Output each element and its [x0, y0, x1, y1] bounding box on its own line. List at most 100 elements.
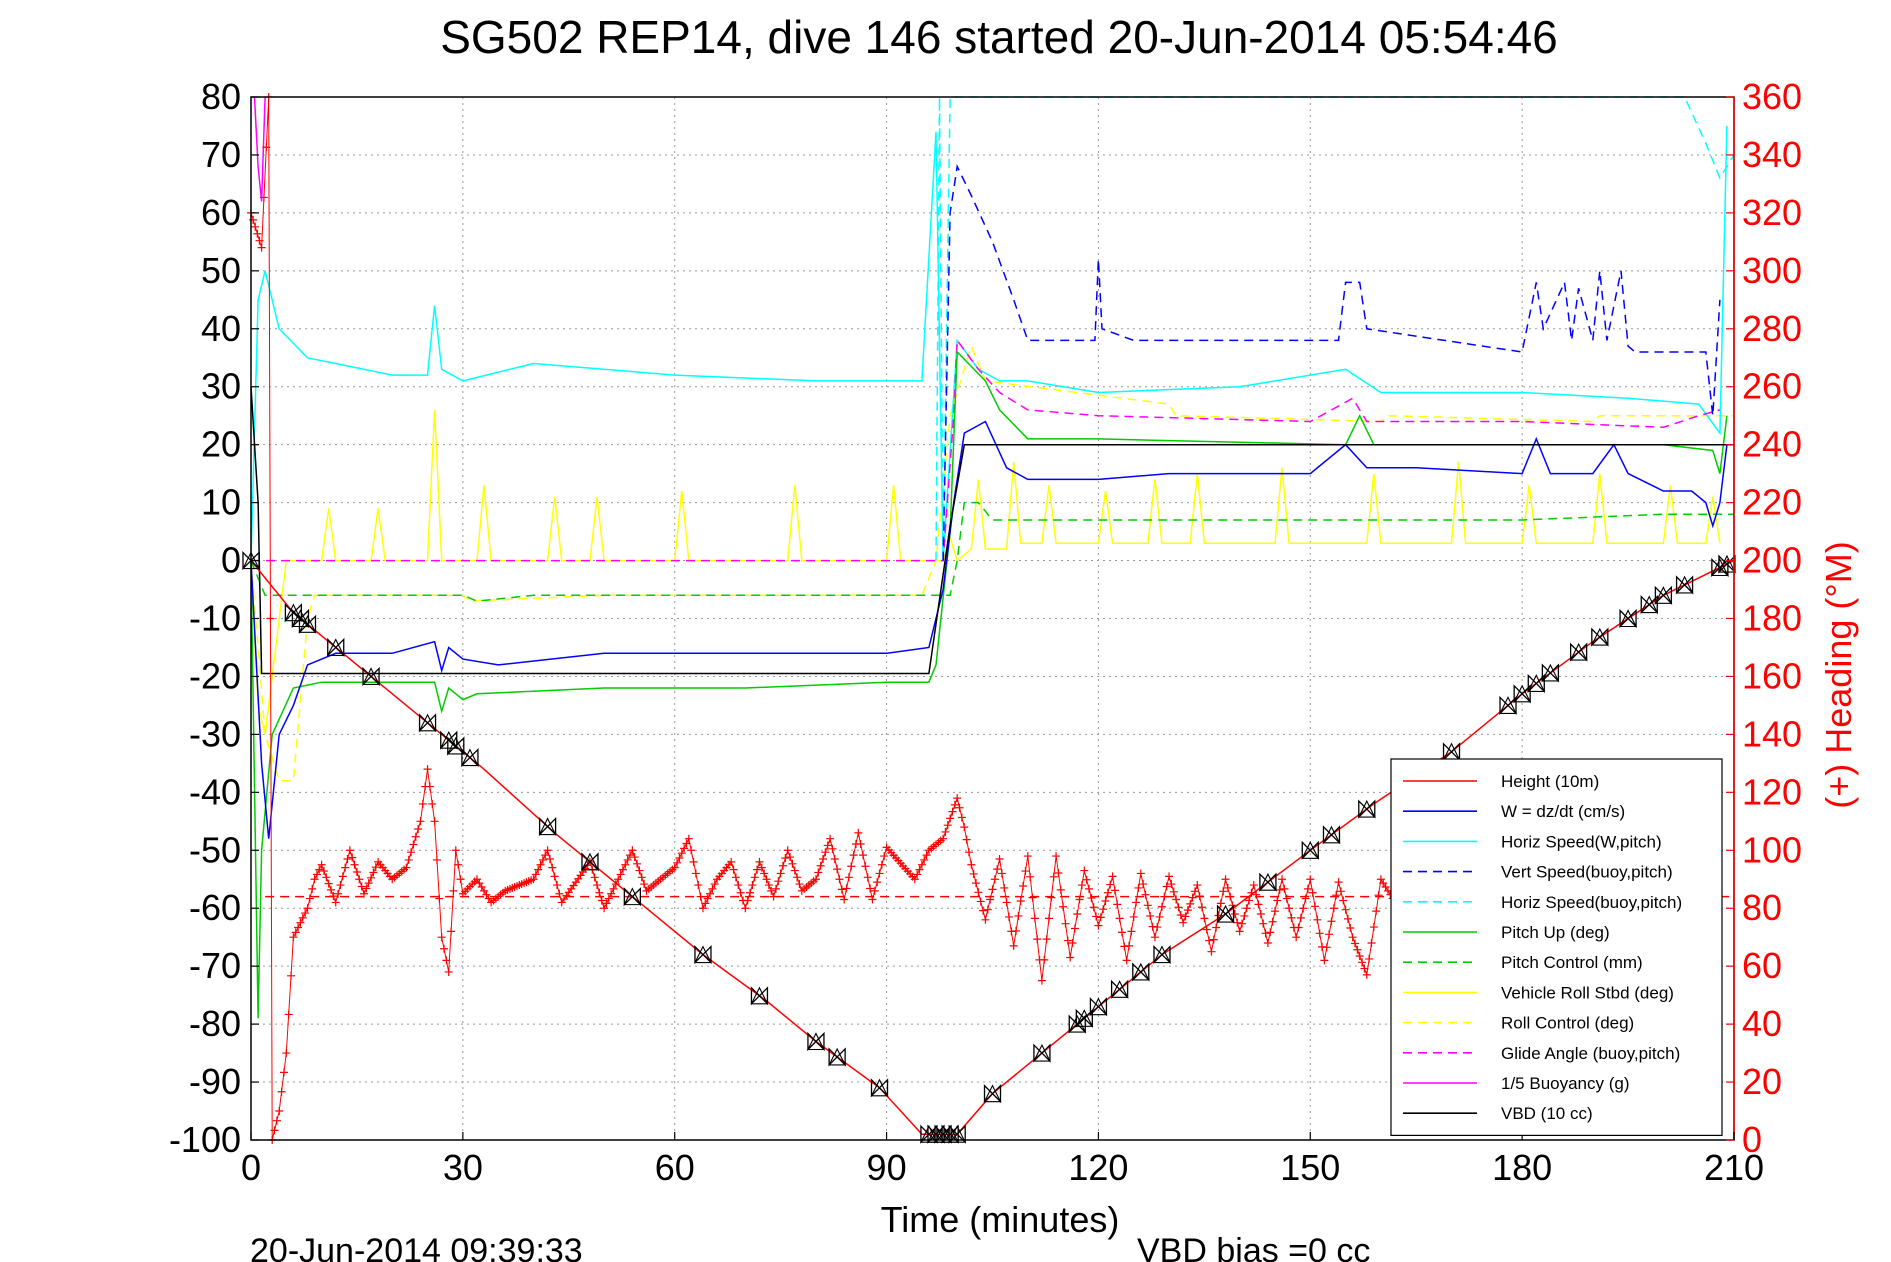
heading-point	[863, 873, 872, 882]
height-marker-triangle	[807, 1032, 825, 1051]
heading-point	[767, 886, 776, 895]
heading-point	[708, 884, 717, 893]
heading-point	[303, 904, 312, 913]
height-marker-triangle	[1089, 997, 1108, 1016]
heading-point	[842, 884, 851, 893]
heading-point	[633, 859, 642, 868]
heading-point	[1125, 941, 1134, 950]
heading-point	[451, 846, 460, 855]
heading-point	[1209, 935, 1218, 944]
height-marker	[1301, 840, 1319, 860]
series-glide-angle-buoy-pitch	[251, 338, 1721, 562]
height-marker-triangle	[1590, 627, 1609, 646]
heading-point	[367, 873, 376, 882]
heading-point	[680, 844, 689, 853]
heading-point	[1306, 875, 1315, 884]
heading-point	[329, 892, 338, 901]
height-marker	[1654, 585, 1673, 605]
heading-point	[628, 846, 637, 855]
heading-point	[1200, 914, 1209, 923]
heading-point	[257, 243, 266, 252]
heading-point	[1252, 890, 1261, 899]
heading-point	[1045, 914, 1053, 923]
y-tick-label: -90	[189, 1061, 241, 1102]
heading-point	[543, 846, 552, 855]
heading-point	[1070, 924, 1079, 933]
heading-point	[1259, 919, 1268, 928]
legend-label: 1/5 Buoyancy (g)	[1501, 1074, 1630, 1093]
heading-point	[1028, 893, 1037, 902]
height-marker	[461, 747, 479, 768]
heading-point	[821, 848, 830, 857]
heading-point	[1299, 904, 1308, 913]
height-marker-triangle	[284, 603, 303, 622]
y2-axis-ticks: 0 20 40 60 80 100 120 140 160 180 200 220 240 260 280 3…	[1726, 76, 1802, 1160]
heading-point	[1103, 888, 1112, 897]
heading-point	[621, 860, 630, 869]
heading-point	[1372, 907, 1381, 916]
height-marker-triangle	[1619, 609, 1637, 628]
heading-point	[861, 862, 870, 871]
heading-point	[682, 839, 691, 848]
height-marker-triangle	[1259, 872, 1277, 891]
heading-point	[748, 881, 757, 890]
heading-point	[1360, 964, 1369, 973]
heading-point	[350, 860, 359, 869]
heading-point	[334, 889, 343, 898]
heading-point	[1268, 917, 1277, 926]
height-marker-triangle	[1569, 642, 1588, 661]
heading-point	[531, 870, 540, 879]
legend-label: W = dz/dt (cm/s)	[1501, 802, 1625, 821]
heading-point	[259, 193, 268, 202]
heading-point	[974, 888, 983, 897]
y2-tick-label: 80	[1742, 887, 1782, 928]
heading-point	[1216, 899, 1225, 908]
height-marker	[1640, 595, 1658, 615]
height-marker-triangle	[1322, 825, 1341, 844]
heading-point	[849, 851, 858, 860]
x-tick-label: 30	[443, 1147, 483, 1188]
heading-point	[345, 846, 354, 855]
height-marker-triangle	[581, 852, 599, 871]
heading-point	[1040, 955, 1049, 964]
heading-point	[555, 889, 564, 898]
height-marker	[1322, 825, 1341, 845]
y-tick-label: 10	[201, 482, 241, 523]
heading-point	[1169, 887, 1178, 896]
heading-point	[1292, 933, 1301, 942]
heading-point	[279, 1068, 288, 1077]
heading-point	[769, 892, 778, 901]
heading-point	[348, 853, 357, 862]
heading-point	[1310, 902, 1319, 911]
legend-label: Vert Speed(buoy,pitch)	[1501, 863, 1673, 882]
heading-point	[449, 886, 458, 895]
height-marker-triangle	[538, 817, 557, 836]
heading-point	[1150, 933, 1159, 942]
heading-point	[611, 880, 620, 889]
height-marker-triangle	[1513, 684, 1532, 703]
heading-point	[691, 869, 700, 878]
heading-point	[440, 944, 449, 953]
heading-point	[1336, 887, 1345, 896]
y-tick-label: 50	[201, 250, 241, 291]
heading-point	[590, 873, 599, 882]
heading-point	[409, 840, 418, 849]
heading-point	[1190, 887, 1199, 896]
heading-point	[1270, 907, 1279, 916]
heading-point	[677, 849, 686, 858]
heading-point	[729, 865, 738, 874]
heading-point	[1096, 913, 1105, 922]
heading-point	[997, 869, 1006, 878]
heading-point	[837, 885, 846, 894]
heading-point	[880, 852, 889, 861]
heading-point	[913, 870, 922, 879]
height-marker	[418, 713, 437, 733]
heading-point	[1282, 894, 1291, 903]
heading-point	[790, 866, 799, 875]
heading-point	[1322, 943, 1331, 952]
heading-point	[962, 835, 971, 844]
y2-tick-label: 20	[1742, 1061, 1782, 1102]
heading-point	[1117, 928, 1126, 937]
heading-point	[1094, 921, 1103, 930]
heading-point	[1181, 912, 1190, 921]
